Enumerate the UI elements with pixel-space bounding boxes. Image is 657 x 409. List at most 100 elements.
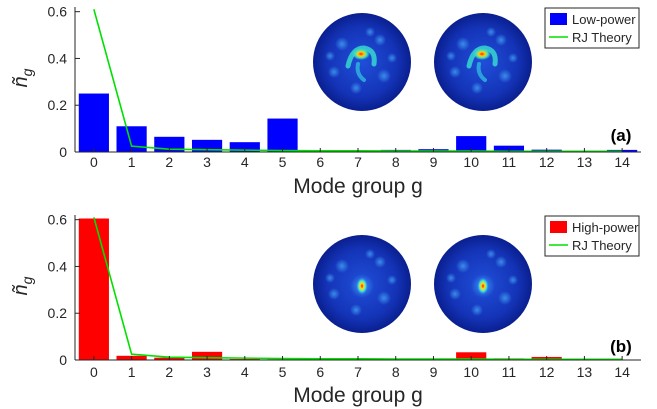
x-tick-label: 5 bbox=[279, 154, 287, 170]
speckle-blob bbox=[486, 249, 496, 259]
y-tick-label: 0.6 bbox=[48, 212, 68, 228]
speckle-blob bbox=[508, 275, 518, 285]
x-tick-label: 8 bbox=[392, 364, 400, 380]
x-tick-label: 4 bbox=[241, 154, 249, 170]
panel-label: (b) bbox=[610, 337, 632, 356]
speckle-blob bbox=[486, 27, 496, 37]
speckle-peak bbox=[473, 48, 491, 60]
x-tick-label: 11 bbox=[502, 364, 517, 380]
x-tick-label: 3 bbox=[203, 364, 211, 380]
legend-label: High-power bbox=[572, 220, 639, 235]
x-tick-label: 9 bbox=[430, 154, 438, 170]
x-tick-label: 8 bbox=[392, 154, 400, 170]
y-tick-label: 0 bbox=[59, 352, 67, 368]
speckle-blob bbox=[471, 82, 483, 94]
speckle-arc bbox=[466, 45, 498, 69]
x-tick-label: 14 bbox=[614, 364, 630, 380]
speckle-blob bbox=[495, 34, 507, 46]
speckle-blob bbox=[495, 256, 507, 268]
y-tick-label: 0.2 bbox=[48, 97, 68, 113]
speckle-arc bbox=[345, 45, 377, 69]
bar bbox=[267, 118, 298, 152]
mode-disc bbox=[434, 13, 532, 111]
x-tick-label: 1 bbox=[128, 154, 136, 170]
speckle-blob bbox=[471, 304, 483, 316]
x-tick-label: 10 bbox=[463, 154, 479, 170]
speckle-blob bbox=[449, 66, 461, 78]
bar bbox=[78, 218, 109, 360]
focus-peak bbox=[477, 277, 489, 295]
x-tick-label: 6 bbox=[316, 154, 324, 170]
speckle-blob bbox=[446, 51, 456, 61]
speckle-tail bbox=[355, 62, 366, 82]
speckle-blob bbox=[449, 288, 461, 300]
x-tick-label: 11 bbox=[502, 154, 517, 170]
x-tick-label: 2 bbox=[165, 154, 173, 170]
legend-label: Low-power bbox=[572, 12, 636, 27]
x-tick-label: 4 bbox=[241, 364, 249, 380]
x-axis-label: Mode group g bbox=[293, 175, 423, 198]
y-tick-label: 0.4 bbox=[48, 258, 68, 274]
x-tick-label: 1 bbox=[128, 364, 136, 380]
x-tick-label: 3 bbox=[203, 154, 211, 170]
panel-label: (a) bbox=[611, 126, 632, 145]
x-tick-label: 5 bbox=[279, 364, 287, 380]
legend-swatch bbox=[550, 221, 567, 233]
speckle-blob bbox=[387, 275, 397, 285]
y-axis-label: ñg bbox=[10, 68, 35, 87]
x-tick-label: 12 bbox=[539, 364, 555, 380]
speckle-blob bbox=[374, 256, 386, 268]
legend-swatch bbox=[550, 13, 567, 25]
mode-disc bbox=[313, 13, 411, 111]
speckle-blob bbox=[498, 291, 512, 305]
speckle-blob bbox=[335, 37, 349, 51]
bar bbox=[191, 351, 223, 360]
bar bbox=[229, 142, 260, 152]
speckle-peak bbox=[352, 48, 370, 60]
speckle-blob bbox=[508, 53, 518, 63]
legend: High-power RJ Theory bbox=[544, 215, 640, 257]
x-tick-label: 9 bbox=[430, 364, 438, 380]
x-tick-label: 7 bbox=[354, 154, 362, 170]
x-tick-label: 7 bbox=[354, 364, 362, 380]
focus-peak bbox=[356, 277, 368, 295]
speckle-blob bbox=[374, 34, 386, 46]
y-axis-label: ñg bbox=[10, 276, 35, 295]
y-tick-label: 0.2 bbox=[48, 305, 68, 321]
y-tick-label: 0.4 bbox=[48, 50, 68, 66]
speckle-blob bbox=[365, 249, 375, 259]
x-tick-label: 0 bbox=[90, 154, 98, 170]
speckle-blob bbox=[377, 291, 391, 305]
speckle-blob bbox=[498, 69, 512, 83]
speckle-blob bbox=[328, 66, 340, 78]
speckle-blob bbox=[365, 27, 375, 37]
legend: Low-power RJ Theory bbox=[544, 7, 640, 49]
speckle-blob bbox=[350, 82, 362, 94]
speckle-blob bbox=[335, 259, 349, 273]
legend-label: RJ Theory bbox=[572, 238, 632, 253]
x-tick-label: 10 bbox=[463, 364, 479, 380]
x-tick-label: 6 bbox=[316, 364, 324, 380]
y-tick-label: 0.6 bbox=[48, 4, 68, 20]
x-tick-label: 0 bbox=[90, 364, 98, 380]
legend-label: RJ Theory bbox=[572, 30, 632, 45]
bar bbox=[78, 93, 109, 152]
speckle-blob bbox=[456, 37, 470, 51]
speckle-blob bbox=[325, 51, 335, 61]
speckle-blob bbox=[350, 304, 362, 316]
x-axis-label: Mode group g bbox=[293, 384, 423, 407]
speckle-blob bbox=[387, 53, 397, 63]
x-tick-label: 2 bbox=[165, 364, 173, 380]
x-tick-label: 13 bbox=[577, 364, 593, 380]
bar bbox=[456, 136, 487, 152]
x-tick-label: 13 bbox=[577, 154, 593, 170]
speckle-blob bbox=[328, 288, 340, 300]
speckle-blob bbox=[456, 259, 470, 273]
x-tick-label: 14 bbox=[614, 154, 630, 170]
speckle-tail bbox=[476, 62, 487, 82]
speckle-blob bbox=[446, 273, 456, 283]
speckle-blob bbox=[325, 273, 335, 283]
